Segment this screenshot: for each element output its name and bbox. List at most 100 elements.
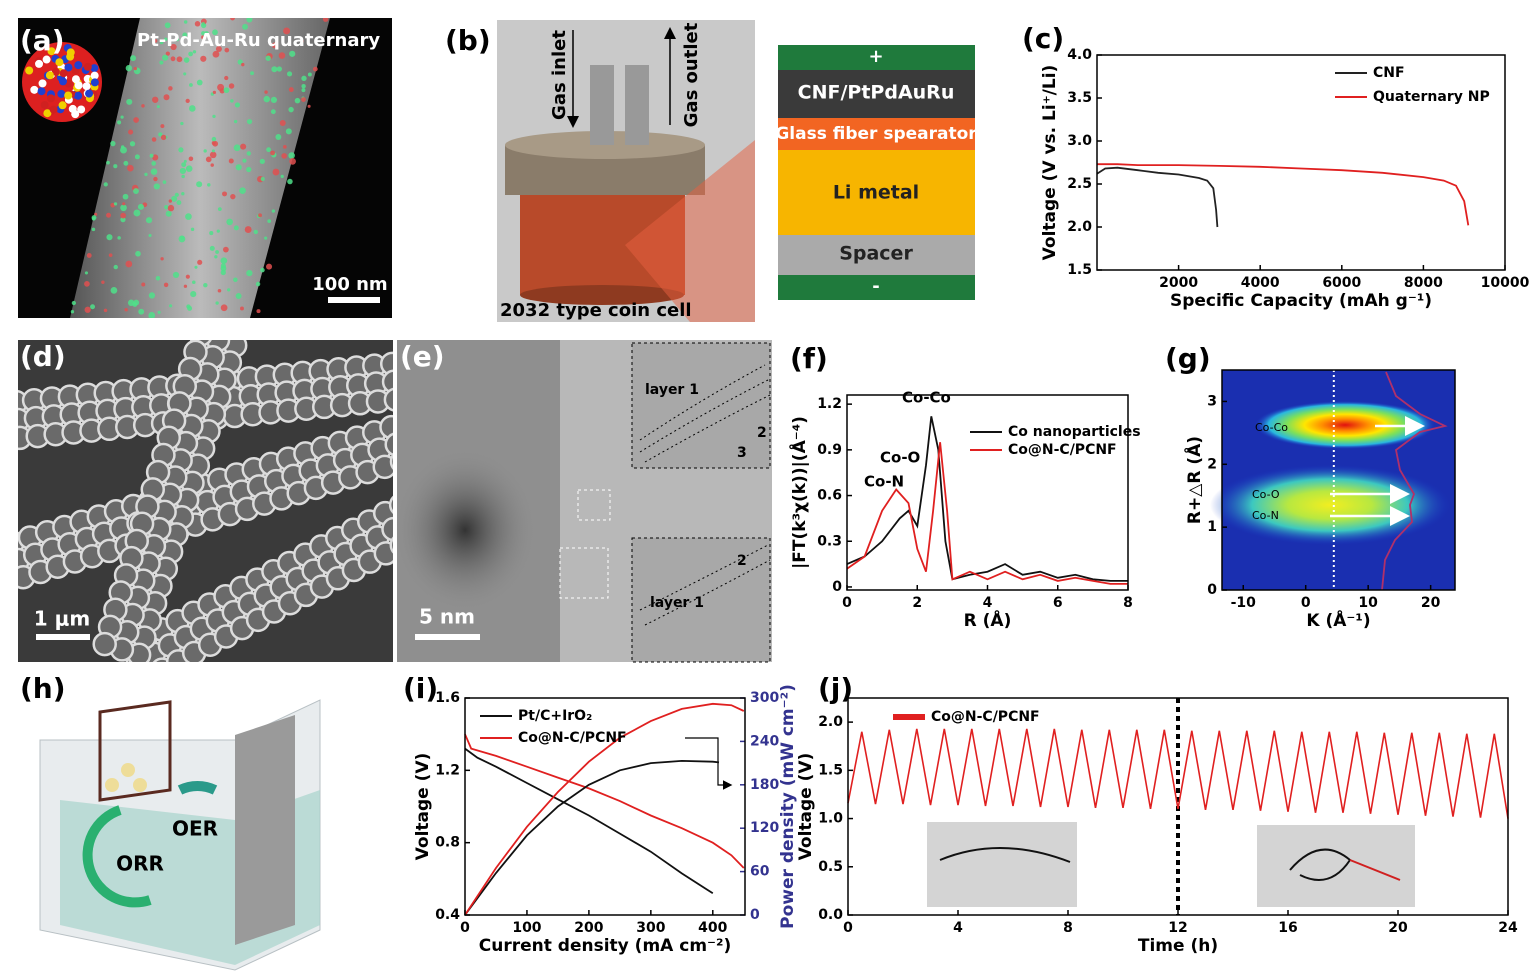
particle — [278, 52, 286, 59]
particle — [211, 149, 215, 153]
atom — [82, 82, 91, 91]
atom — [74, 91, 83, 100]
particle — [84, 271, 89, 275]
y-tick-label: 2.0 — [818, 714, 843, 730]
x-axis-label: Current density (mA cm⁻²) — [479, 936, 731, 956]
series-line — [846, 442, 1128, 585]
layer-lines — [639, 364, 771, 463]
atom — [35, 59, 44, 68]
particle — [212, 50, 220, 58]
particle — [167, 204, 175, 212]
panel-label: (c) — [1022, 22, 1064, 55]
particle — [189, 83, 193, 87]
particle — [145, 217, 153, 224]
particle — [288, 152, 295, 159]
annotation: Co-O — [1252, 488, 1280, 501]
particle — [178, 235, 186, 243]
particle — [215, 250, 219, 254]
y-axis-label: R+△R (Å) — [1182, 436, 1205, 524]
x-tick-label: 0 — [460, 920, 470, 936]
particle — [241, 62, 245, 67]
y-tick-label: 2.0 — [1067, 219, 1092, 235]
particle — [233, 144, 241, 152]
y-axis-label: Voltage (V) — [413, 753, 433, 861]
x-axis-label: Time (h) — [1138, 936, 1218, 956]
particle — [101, 280, 105, 284]
particle — [133, 117, 139, 123]
particle — [164, 22, 171, 29]
wire — [939, 847, 1071, 863]
particle — [255, 281, 261, 287]
particle — [127, 299, 135, 307]
fitting — [590, 65, 614, 145]
particle — [215, 45, 222, 52]
y-tick-label: 1.5 — [818, 762, 843, 778]
particle — [209, 151, 217, 159]
atom — [37, 87, 46, 96]
particle — [244, 226, 252, 234]
y-tick-label: 1.0 — [818, 811, 843, 827]
particle — [117, 120, 122, 125]
particle — [138, 308, 145, 315]
particle — [123, 160, 129, 166]
particle — [207, 183, 211, 187]
particle — [181, 174, 185, 179]
particle — [153, 38, 158, 43]
annotation: Co-Co — [902, 389, 951, 407]
particle — [125, 260, 133, 268]
particle — [222, 246, 229, 253]
particle — [163, 282, 169, 288]
atom — [47, 94, 56, 103]
x-tick-label: 0 — [1301, 595, 1311, 611]
particle — [228, 158, 234, 164]
particle — [183, 159, 187, 163]
particle — [197, 259, 203, 265]
atom — [64, 63, 73, 72]
y-tick-label: 0.0 — [818, 907, 843, 923]
particle — [264, 90, 268, 94]
panel-label: (i) — [403, 672, 438, 705]
particle — [125, 64, 133, 72]
particle — [152, 154, 159, 161]
particle — [280, 174, 284, 179]
atom — [58, 77, 67, 86]
particle — [242, 23, 248, 30]
particle — [165, 51, 170, 56]
x-tick-label: 4000 — [1241, 275, 1280, 291]
particle — [234, 102, 240, 108]
x-tick-label: 4 — [983, 595, 993, 611]
series-line — [464, 702, 745, 916]
x-tick-label: 8 — [1123, 595, 1133, 611]
particle — [188, 51, 193, 57]
particle — [307, 72, 312, 77]
particle — [288, 106, 294, 113]
scale-bar — [328, 297, 380, 303]
zoom-box — [577, 489, 611, 521]
x-tick-label: 200 — [574, 920, 603, 936]
particle — [227, 288, 231, 292]
particle — [300, 39, 304, 43]
layer-label: - — [872, 276, 879, 297]
atom — [49, 105, 58, 114]
particle — [185, 213, 192, 220]
particle — [271, 66, 278, 73]
particle — [134, 154, 140, 160]
particle — [124, 307, 128, 312]
particle — [122, 202, 126, 206]
particle — [94, 212, 98, 216]
atom — [30, 85, 39, 94]
y-tick-label: 0 — [1207, 582, 1217, 598]
particle — [90, 304, 96, 310]
y2-tick-label: 0 — [750, 907, 760, 923]
atom — [85, 89, 94, 98]
atom — [47, 47, 56, 56]
particle — [126, 98, 133, 105]
particle — [188, 156, 194, 162]
particle — [250, 71, 255, 76]
panel-label: (d) — [20, 340, 66, 373]
particle — [84, 306, 91, 313]
particle — [201, 35, 206, 40]
particle — [181, 162, 187, 168]
plot-frame — [847, 697, 1509, 916]
legend-label: Co@N-C/PCNF — [518, 730, 627, 746]
